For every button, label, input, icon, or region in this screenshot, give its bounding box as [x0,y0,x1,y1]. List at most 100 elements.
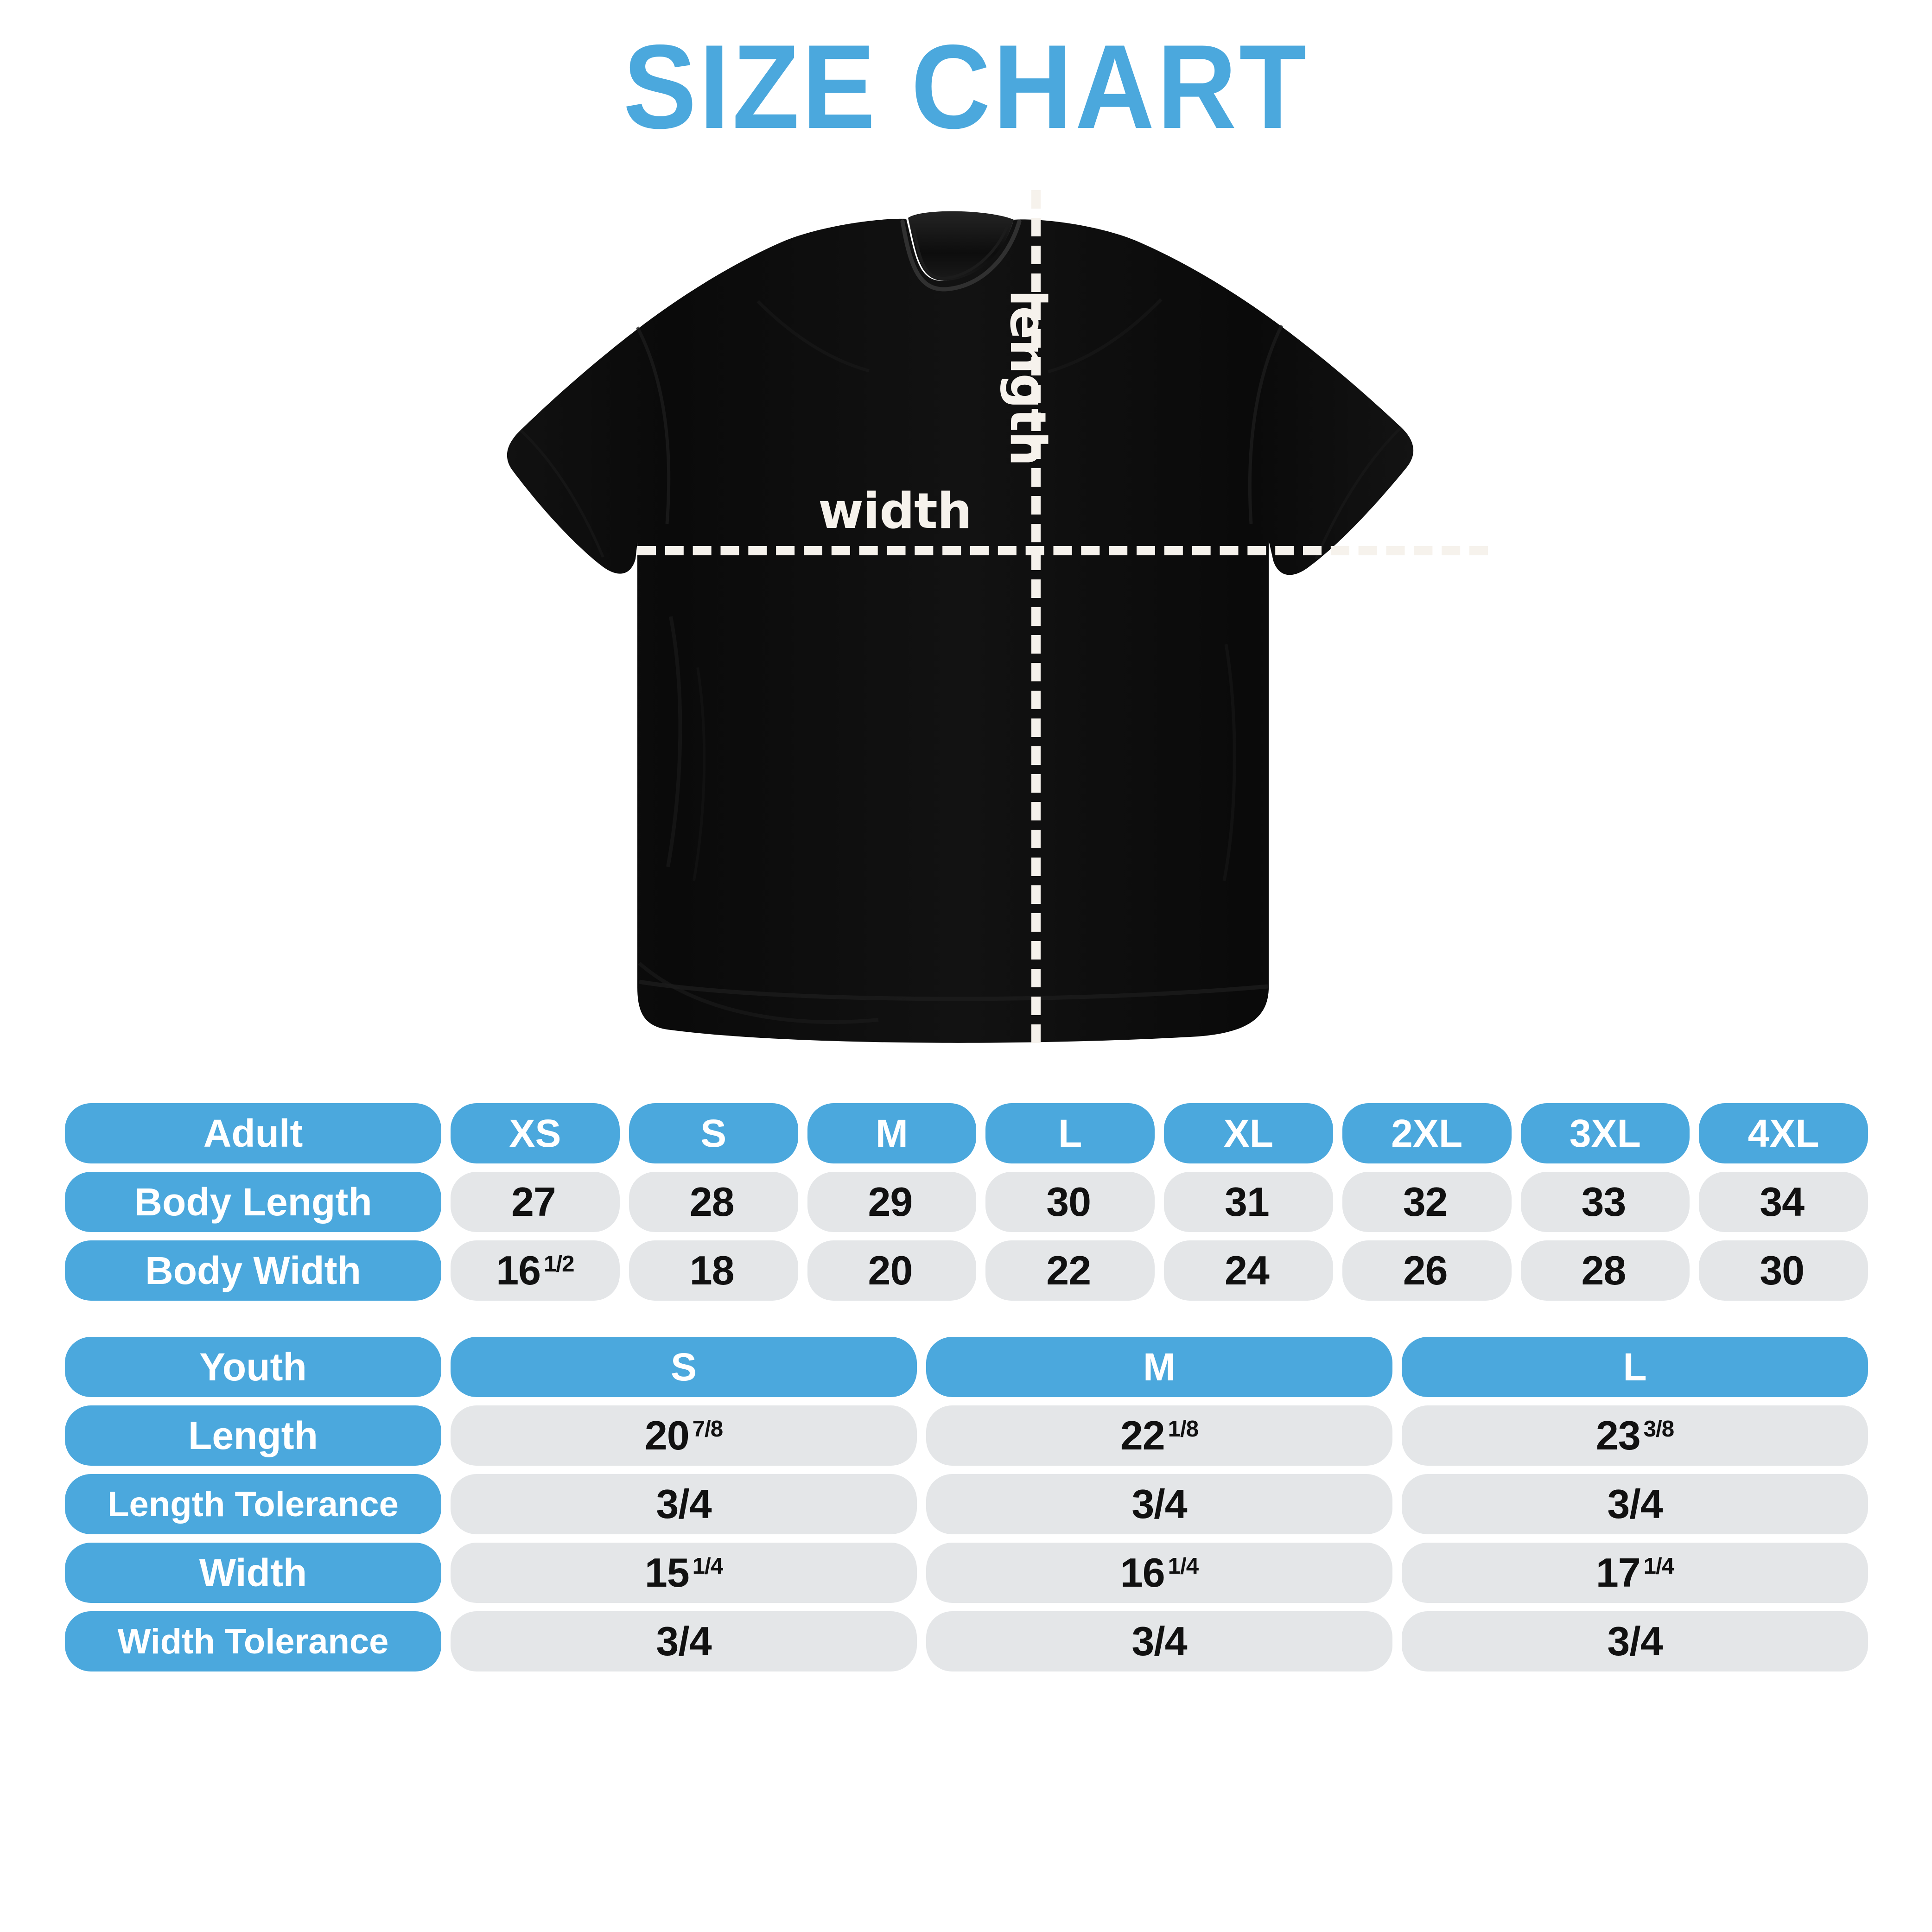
page-title: SIZE CHART [623,19,1309,153]
value-whole: 17 [1595,1550,1641,1595]
table-cell: 15 1/4 [451,1543,917,1603]
value-fraction: 1/2 [544,1251,575,1277]
table-cell: 28 [629,1172,798,1232]
youth-table-label: Youth [65,1337,441,1397]
youth-row-label-length-tolerance: Length Tolerance [65,1474,441,1534]
value-plain: 3/4 [1607,1618,1663,1664]
adult-row-label-body-length: Body Length [65,1172,441,1232]
youth-size-header-m[interactable]: M [926,1337,1392,1397]
table-cell: 3/4 [451,1474,917,1534]
table-cell: 29 [807,1172,977,1232]
youth-length-tolerance-row: Length Tolerance 3/4 3/4 3/4 [65,1474,1868,1534]
table-cell: 32 [1342,1172,1512,1232]
youth-width-row: Width 15 1/4 16 1/4 17 1/4 [65,1543,1868,1603]
value-whole: 27 [511,1179,556,1225]
value-whole: 16 [1120,1550,1165,1595]
adult-size-header-m[interactable]: M [807,1103,977,1163]
value-fraction: 1/4 [1168,1553,1199,1579]
table-cell: 34 [1699,1172,1868,1232]
table-cell: 18 [629,1240,798,1301]
adult-table-label: Adult [65,1103,441,1163]
value-fraction: 7/8 [692,1416,724,1442]
value-whole: 23 [1595,1412,1641,1458]
adult-size-header-3xl[interactable]: 3XL [1520,1103,1690,1163]
table-cell: 16 1/4 [926,1543,1392,1603]
adult-size-header-l[interactable]: L [985,1103,1155,1163]
table-cell: 28 [1520,1240,1690,1301]
table-cell: 33 [1520,1172,1690,1232]
adult-header-row: Adult XS S M L XL 2XL 3XL 4XL [65,1103,1868,1163]
value-whole: 28 [689,1179,735,1225]
value-whole: 30 [1760,1247,1805,1293]
youth-width-tolerance-row: Width Tolerance 3/4 3/4 3/4 [65,1611,1868,1671]
table-cell: 3/4 [926,1611,1392,1671]
table-cell: 24 [1164,1240,1333,1301]
value-fraction: 1/4 [1643,1553,1675,1579]
table-cell: 31 [1164,1172,1333,1232]
value-whole: 33 [1581,1179,1626,1225]
youth-size-table: Youth S M L Length 20 7/8 22 1/8 23 3/8 Len… [65,1337,1868,1671]
youth-row-label-length: Length [65,1405,441,1466]
value-whole: 22 [1120,1412,1165,1458]
tshirt-icon [507,211,1414,1043]
value-whole: 26 [1403,1247,1448,1293]
youth-size-header-l[interactable]: L [1402,1337,1868,1397]
table-cell: 26 [1342,1240,1512,1301]
table-cell: 17 1/4 [1402,1543,1868,1603]
width-guide-line [637,546,1488,555]
table-cell: 22 1/8 [926,1405,1392,1466]
value-whole: 16 [496,1247,541,1293]
adult-size-header-4xl[interactable]: 4XL [1699,1103,1868,1163]
table-cell: 23 3/8 [1402,1405,1868,1466]
value-fraction: 1/4 [692,1553,724,1579]
measurement-tables: Adult XS S M L XL 2XL 3XL 4XL Body Lengt… [65,1103,1868,1671]
youth-row-label-width: Width [65,1543,441,1603]
length-label: length [999,290,1056,466]
adult-size-header-2xl[interactable]: 2XL [1342,1103,1512,1163]
table-cell: 3/4 [1402,1474,1868,1534]
value-whole: 20 [868,1247,913,1293]
tshirt-diagram: width length [498,190,1488,1071]
value-plain: 3/4 [1131,1618,1187,1664]
adult-size-header-s[interactable]: S [629,1103,798,1163]
adult-row-label-body-width: Body Width [65,1240,441,1301]
adult-body-width-row: Body Width 16 1/2 18 20 22 24 26 [65,1240,1868,1301]
value-fraction: 1/8 [1168,1416,1199,1442]
table-cell: 30 [1699,1240,1868,1301]
youth-row-label-width-tolerance: Width Tolerance [65,1611,441,1671]
youth-length-row: Length 20 7/8 22 1/8 23 3/8 [65,1405,1868,1466]
youth-size-header-s[interactable]: S [451,1337,917,1397]
table-cell: 22 [985,1240,1155,1301]
length-guide-line [1031,190,1041,1043]
value-whole: 29 [868,1179,913,1225]
value-whole: 15 [644,1550,690,1595]
youth-header-row: Youth S M L [65,1337,1868,1397]
value-whole: 24 [1224,1247,1270,1293]
adult-size-table: Adult XS S M L XL 2XL 3XL 4XL Body Lengt… [65,1103,1868,1301]
value-plain: 3/4 [1607,1481,1663,1527]
table-cell: 20 [807,1240,977,1301]
table-cell: 27 [451,1172,620,1232]
adult-size-header-xs[interactable]: XS [451,1103,620,1163]
value-whole: 20 [644,1412,690,1458]
value-whole: 31 [1224,1179,1270,1225]
value-plain: 3/4 [656,1618,712,1664]
value-whole: 34 [1760,1179,1805,1225]
table-cell: 3/4 [451,1611,917,1671]
table-cell: 3/4 [1402,1611,1868,1671]
value-whole: 22 [1046,1247,1091,1293]
value-whole: 28 [1581,1247,1626,1293]
adult-body-length-row: Body Length 27 28 29 30 31 32 [65,1172,1868,1232]
width-label: width [818,483,972,540]
table-cell: 3/4 [926,1474,1392,1534]
value-fraction: 3/8 [1643,1416,1675,1442]
table-cell: 30 [985,1172,1155,1232]
value-whole: 18 [689,1247,735,1293]
adult-size-header-xl[interactable]: XL [1164,1103,1333,1163]
value-plain: 3/4 [1131,1481,1187,1527]
value-whole: 30 [1046,1179,1091,1225]
value-plain: 3/4 [656,1481,712,1527]
value-whole: 32 [1403,1179,1448,1225]
table-cell: 20 7/8 [451,1405,917,1466]
